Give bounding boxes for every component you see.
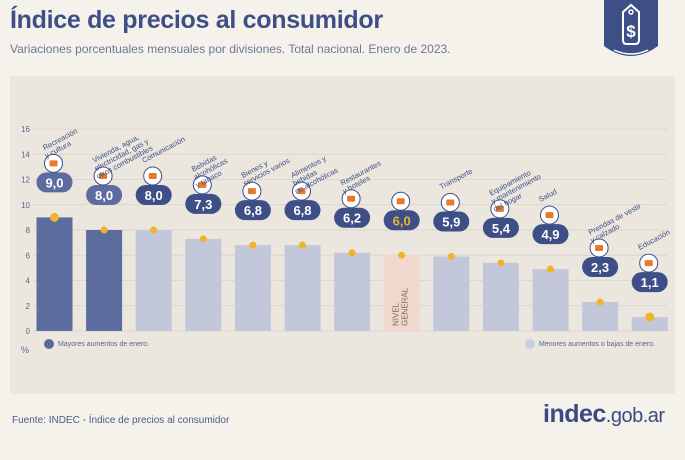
value-badge [532,224,569,245]
value-label: 4,9 [541,227,559,242]
value-badge [135,185,172,205]
category-icon-accent [49,160,58,167]
category-icon-accent [148,173,157,179]
category-icon-accent [247,188,256,195]
value-label: 7,3 [194,197,212,212]
value-badge [36,172,73,193]
category-icon-accent [644,260,653,267]
value-label: 6,2 [343,211,361,226]
bar-top-dot [249,241,257,249]
bar-top-dot [299,241,306,249]
y-unit-label: % [21,345,29,355]
legend-high: Mayores aumentos de enero. [44,339,149,349]
bar [482,262,519,331]
category-label: Salud [537,187,558,204]
category-icon-accent [347,195,356,202]
logo-main: indec [543,400,606,428]
bar [135,230,172,331]
bar [383,255,420,331]
category-icon-accent [99,173,108,179]
bar [185,238,222,331]
category-icon-accent [495,205,504,212]
y-tick-label: 8 [26,226,31,235]
y-tick-label: 14 [21,150,30,159]
value-label: 8,0 [95,188,113,203]
value-label: 6,8 [244,203,262,218]
y-tick-label: 4 [26,277,31,286]
category-icon-accent [396,198,405,205]
y-tick-label: 10 [21,201,30,210]
y-tick-label: 2 [26,302,31,311]
source-note: Fuente: INDEC - Índice de precios al con… [12,415,230,426]
value-label: 1,1 [641,275,659,290]
category-icon-accent [198,181,207,188]
bar-top-dot [50,212,59,222]
bar-top-dot [596,298,604,306]
bar [532,269,569,331]
bar-top-dot [645,312,655,322]
category-icon-accent [297,188,306,195]
bar [631,317,668,331]
bar-top-dot [100,226,108,234]
bar-top-dot [398,251,406,259]
value-badge [284,200,321,221]
indec-logo[interactable]: indec.gob.ar [543,400,665,429]
bar [284,245,321,331]
bar-top-dot [547,265,554,273]
legend-low-label: Menores aumentos o bajas de enero. [539,340,655,348]
value-label: 5,9 [442,215,460,230]
value-badge [582,256,619,277]
value-label: 8,0 [145,188,163,203]
value-badge [334,207,371,228]
category-icon-accent [595,244,604,251]
bar [433,256,470,331]
category-label: NIVEL [392,302,401,326]
y-tick-label: 6 [26,251,31,260]
value-badge [433,211,470,232]
y-tick-label: 0 [26,327,31,336]
category-icon-accent [446,199,455,206]
bar [86,230,123,331]
legend-low-swatch [525,339,535,349]
bar [334,252,371,331]
page-title: Índice de precios al consumidor [10,6,383,34]
bar-top-dot [497,259,505,267]
legend-low: Menores aumentos o bajas de enero. [525,339,655,349]
y-tick-label: 12 [21,176,30,185]
value-label: 6,0 [393,213,411,228]
value-label: 2,3 [591,260,609,275]
bar [582,301,619,331]
value-label: 6,8 [293,203,311,218]
bar [36,217,73,331]
value-badge [631,272,668,293]
value-badge [86,185,123,205]
value-badge [383,210,420,231]
bar-top-dot [348,249,356,257]
legend-high-label: Mayores aumentos de enero. [58,340,150,348]
category-label: Transporte [438,166,474,191]
category-icon-accent [545,212,554,219]
price-tag-badge-icon: $ [604,0,658,56]
value-badge [234,200,271,221]
svg-text:$: $ [626,22,636,41]
bar [234,245,271,331]
legend-high-swatch [44,339,54,349]
value-badge [482,217,519,238]
category-label: Educación [636,227,671,251]
bar-top-dot [447,253,455,261]
bar-top-dot [199,235,207,243]
value-badge [185,193,222,214]
bar-top-dot [150,226,158,234]
value-label: 5,4 [492,221,511,236]
value-label: 9,0 [45,175,63,190]
category-label: GENERAL [401,287,410,326]
y-tick-label: 16 [21,125,30,134]
logo-suffix: .gob.ar [605,405,665,427]
page-subtitle: Variaciones porcentuales mensuales por d… [10,42,451,56]
